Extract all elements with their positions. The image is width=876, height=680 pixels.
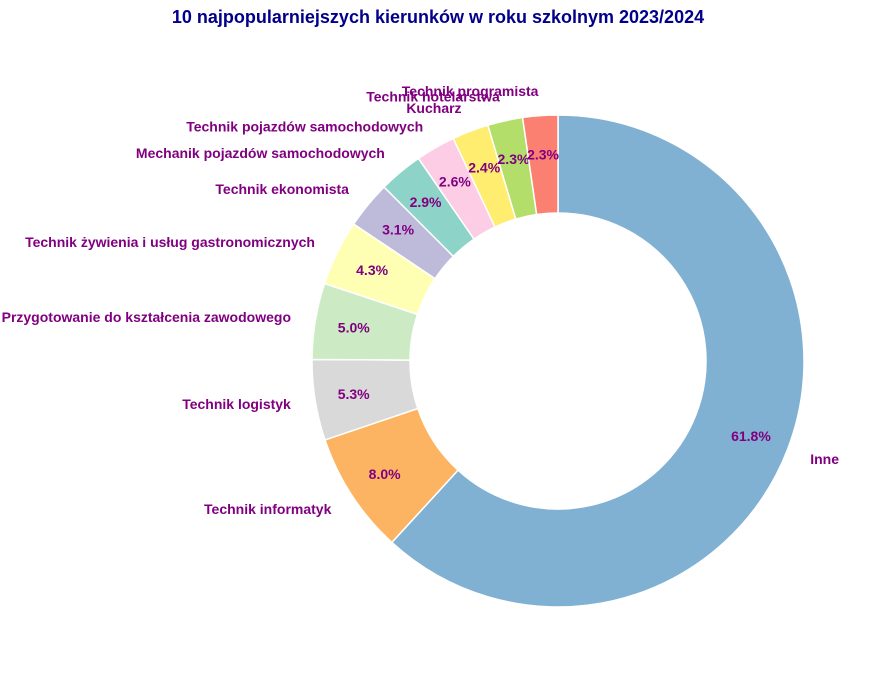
category-label: Technik żywienia i usług gastronomicznyc…	[25, 234, 315, 250]
percent-label: 4.3%	[356, 262, 388, 278]
category-label: Inne	[810, 451, 839, 467]
percent-label: 5.0%	[338, 319, 370, 335]
category-label: Technik hotelarstwa	[366, 89, 500, 105]
percent-label: 2.4%	[468, 160, 500, 176]
percent-label: 61.8%	[731, 428, 771, 444]
donut-slice	[521, 114, 559, 216]
percent-label: 2.3%	[527, 147, 559, 163]
chart-title: 10 najpopularniejszych kierunków w roku …	[171, 7, 705, 27]
category-label: Technik programista	[402, 83, 539, 99]
category-label: Technik ekonomista	[215, 181, 349, 197]
percent-label: 2.9%	[410, 194, 442, 210]
category-label: Kucharz	[406, 100, 461, 116]
donut-slice	[390, 114, 805, 608]
percent-label: 8.0%	[369, 466, 401, 482]
percent-label: 5.3%	[338, 386, 370, 402]
category-label: Technik logistyk	[182, 396, 291, 412]
category-label: Mechanik pojazdów samochodowych	[136, 145, 385, 161]
percent-label: 2.3%	[498, 151, 530, 167]
percent-label: 3.1%	[382, 222, 414, 238]
percent-label: 2.6%	[439, 174, 471, 190]
category-label: Technik informatyk	[204, 501, 332, 517]
category-label: Przygotowanie do kształcenia zawodowego	[2, 309, 291, 325]
category-label: Technik pojazdów samochodowych	[186, 118, 423, 134]
